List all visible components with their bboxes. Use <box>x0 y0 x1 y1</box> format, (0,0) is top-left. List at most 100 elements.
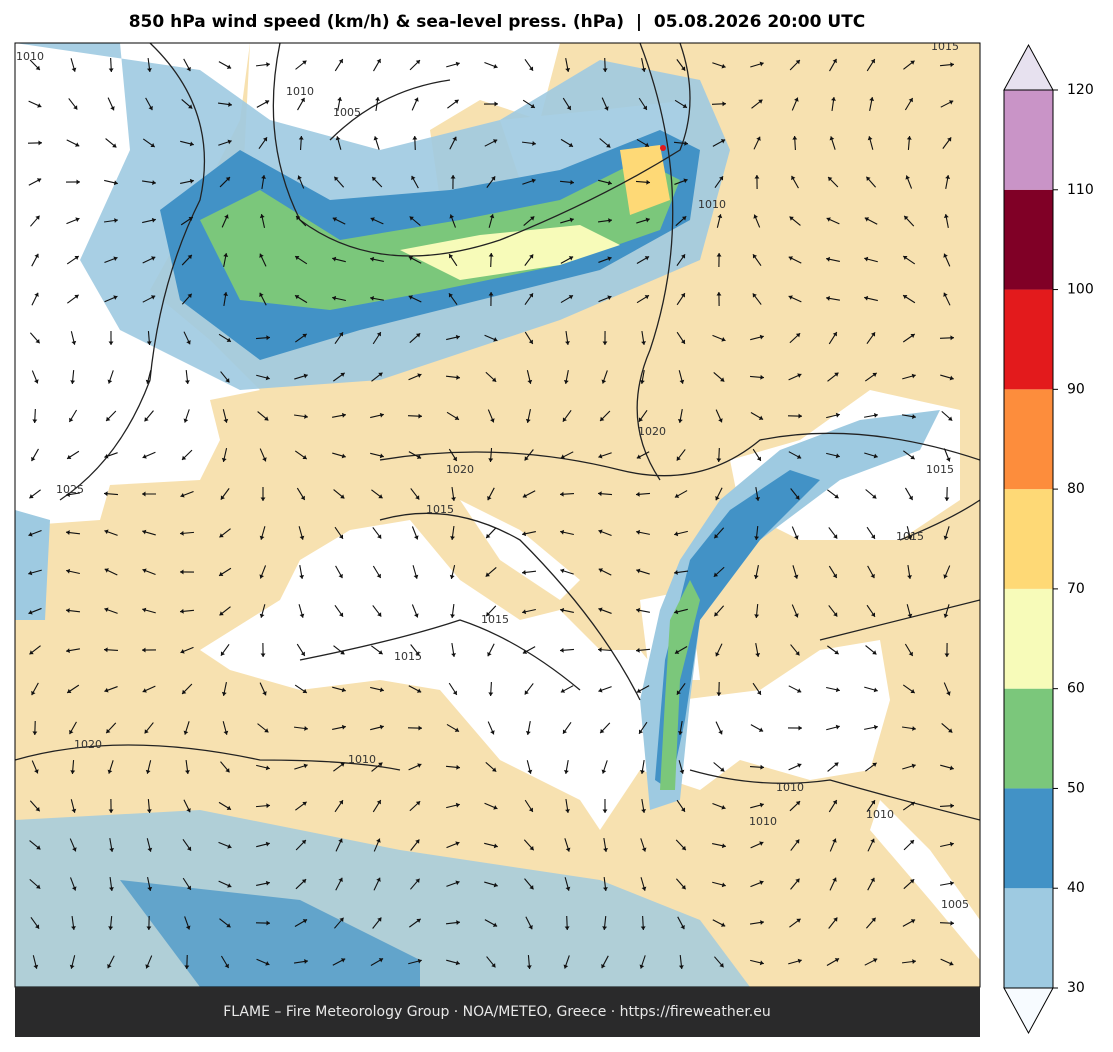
wind-arrow-head <box>681 66 686 71</box>
wind-arrow-head <box>794 613 799 618</box>
colorbar-tick-label: 110 <box>1067 182 1094 198</box>
wind-arrow-head <box>760 764 764 770</box>
wind-arrow-head <box>107 379 113 384</box>
wind-arrow-head <box>378 650 383 655</box>
wind-arrow-head <box>872 494 877 499</box>
wind-arrow-head <box>604 106 609 111</box>
wind-arrow-head <box>300 495 305 500</box>
wind-arrow-head <box>494 101 498 107</box>
wind-arrow-head <box>720 767 725 772</box>
wind-arrow-head <box>74 294 79 299</box>
wind-arrow-head <box>418 413 422 419</box>
wind-arrow-head <box>372 176 377 182</box>
wind-arrow-head <box>35 215 40 220</box>
wind-arrow-head <box>943 292 948 297</box>
wind-arrow-head <box>522 569 526 575</box>
wind-arrow-head <box>493 882 498 888</box>
wind-arrow-head <box>716 292 722 296</box>
wind-arrow-head <box>223 292 228 296</box>
wind-arrow-head <box>224 214 229 219</box>
wind-arrow-head <box>789 216 794 221</box>
wind-arrow-head <box>414 613 419 618</box>
wind-arrow-head <box>524 456 529 461</box>
wind-arrow-head <box>864 256 869 262</box>
wind-arrow-head <box>338 332 344 337</box>
colorbar-segment <box>1004 289 1053 390</box>
wind-arrow-head <box>182 689 187 694</box>
wind-arrow-head <box>338 534 344 539</box>
wind-arrow-head <box>947 137 952 142</box>
wind-arrow-head <box>636 529 641 535</box>
wind-arrow-head <box>908 495 913 501</box>
wind-arrow-head <box>408 295 413 300</box>
wind-arrow-head <box>756 456 761 461</box>
wind-arrow-head <box>34 379 39 384</box>
wind-arrow-head <box>335 136 341 141</box>
wind-arrow-head <box>560 607 565 613</box>
wind-arrow-head <box>759 880 764 885</box>
wind-arrow-head <box>636 647 640 653</box>
wind-arrow-head <box>34 253 39 259</box>
wind-arrow-head <box>570 179 574 185</box>
wind-arrow-head <box>721 882 726 888</box>
wind-arrow-head <box>223 253 229 258</box>
wind-arrow-head <box>835 453 840 459</box>
wind-arrow-head <box>150 295 156 300</box>
wind-arrow-head <box>28 609 33 615</box>
wind-arrow-head <box>646 179 650 185</box>
contour-label: 1005 <box>333 106 361 119</box>
wind-arrow-head <box>260 653 266 657</box>
wind-arrow-head <box>530 216 535 221</box>
wind-arrow-head <box>528 293 534 298</box>
wind-arrow-head <box>341 412 346 418</box>
wind-arrow-head <box>225 768 230 773</box>
wind-arrow-head <box>795 651 800 656</box>
wind-arrow-head <box>341 687 346 693</box>
wind-arrow-head <box>334 176 339 182</box>
wind-arrow-head <box>758 727 764 732</box>
wind-arrow-head <box>109 887 114 891</box>
wind-arrow-head <box>337 97 343 102</box>
wind-arrow-head <box>946 691 951 696</box>
wind-arrow-head <box>526 965 532 969</box>
wind-arrow-head <box>455 841 460 846</box>
wind-arrow-head <box>29 650 34 655</box>
wind-arrow-head <box>528 339 533 344</box>
title: 850 hPa wind speed (km/h) & sea-level pr… <box>129 12 866 32</box>
wind-arrow-head <box>34 292 39 297</box>
wind-arrow-head <box>338 838 343 843</box>
wind-arrow-head <box>713 572 719 577</box>
wind-arrow-head <box>302 333 307 338</box>
wind-arrow-head <box>67 454 72 459</box>
wind-arrow-head <box>911 373 916 379</box>
wind-arrow-head <box>189 141 194 147</box>
wind-arrow-head <box>493 843 498 849</box>
wind-arrow-head <box>142 647 146 653</box>
wind-arrow-head <box>488 458 494 462</box>
wind-arrow-head <box>835 724 840 730</box>
wind-arrow-head <box>798 413 802 419</box>
wind-arrow-head <box>598 607 603 613</box>
wind-arrow-head <box>833 917 838 922</box>
wind-arrow-head <box>720 139 726 144</box>
wind-arrow-head <box>680 293 685 298</box>
wind-arrow-head <box>640 770 645 774</box>
wind-arrow-head <box>674 649 680 654</box>
wind-arrow-head <box>147 847 153 852</box>
wind-arrow-head <box>490 730 495 735</box>
wind-arrow-head <box>147 886 153 891</box>
wind-arrow-head <box>905 175 910 180</box>
wind-arrow-head <box>454 727 460 732</box>
wind-arrow-head <box>226 337 231 342</box>
wind-arrow-head <box>75 142 80 147</box>
wind-speed-areas <box>15 43 940 987</box>
wind-arrow-head <box>674 493 680 498</box>
wind-arrow-head <box>911 763 916 769</box>
wind-arrow-head <box>718 730 723 735</box>
wind-arrow-head <box>110 106 115 111</box>
wind-arrow-head <box>826 295 830 301</box>
wind-arrow-head <box>415 801 421 806</box>
wind-arrow-head <box>603 848 608 852</box>
wind-arrow-head <box>416 918 421 923</box>
wind-arrow-head <box>598 491 602 497</box>
